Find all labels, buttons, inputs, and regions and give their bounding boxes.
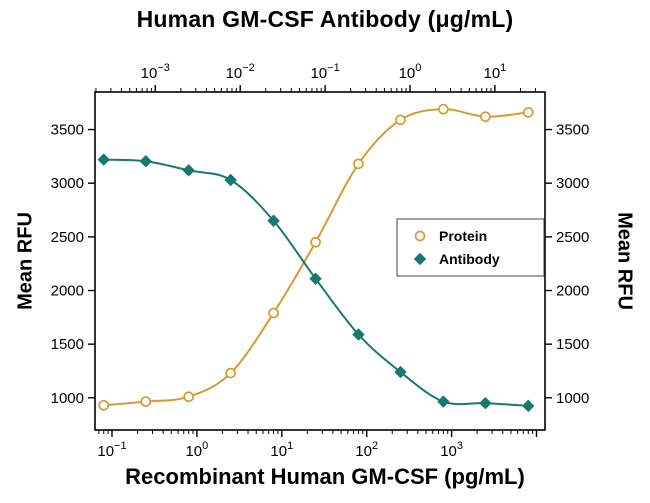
antibody-data-point	[479, 396, 492, 410]
bottom-axis-tick-label: 103	[440, 440, 463, 460]
protein-data-point	[438, 103, 449, 115]
bottom-axis-tick-label: 101	[270, 440, 293, 460]
left-axis-tick-label: 1000	[51, 390, 84, 407]
legend-label-protein: Protein	[439, 228, 487, 244]
right-axis-tick-label: 1500	[556, 336, 589, 353]
protein-data-point	[310, 236, 321, 248]
right-axis-tick-label: 1000	[556, 390, 589, 407]
top-axis-tick-label: 10−1	[310, 62, 339, 82]
top-axis-tick-label: 10−2	[226, 62, 255, 82]
protein-data-point	[98, 399, 110, 411]
protein-data-point	[353, 158, 364, 170]
left-axis-tick-label: 2000	[51, 283, 84, 300]
top-axis-tick-label: 10−3	[141, 62, 170, 82]
protein-data-point	[183, 391, 195, 403]
bottom-axis-tick-label: 10−1	[97, 440, 126, 460]
top-axis-title: Human GM-CSF Antibody (μg/mL)	[136, 6, 514, 32]
bottom-axis-tick-label: 100	[185, 440, 208, 460]
protein-data-point	[140, 396, 152, 407]
right-axis-tick-label: 3500	[556, 122, 589, 139]
bottom-axis-tick-label: 102	[355, 440, 378, 460]
protein-data-point	[225, 367, 237, 379]
left-axis-tick-label: 3500	[51, 122, 84, 139]
legend-label-antibody: Antibody	[439, 251, 500, 267]
protein-data-point	[395, 114, 406, 126]
legend-box	[396, 218, 545, 277]
right-axis-tick-label: 2500	[556, 229, 589, 246]
right-axis-tick-label: 2000	[556, 283, 589, 300]
antibody-data-point	[267, 214, 280, 227]
top-axis-tick-label: 101	[483, 62, 506, 82]
antibody-data-point	[139, 155, 152, 168]
protein-data-point	[268, 307, 279, 319]
antibody-data-point	[182, 164, 195, 177]
left-axis-tick-label: 2500	[51, 229, 84, 246]
antibody-data-point	[224, 173, 237, 187]
antibody-data-point	[394, 365, 407, 379]
top-axis-tick-label: 100	[399, 62, 422, 82]
legend-antibody-marker-icon	[413, 252, 427, 266]
legend-protein-marker-icon	[414, 230, 426, 242]
right-axis-tick-label: 3000	[556, 175, 589, 192]
protein-data-point	[522, 107, 534, 118]
plot-frame	[94, 91, 546, 431]
antibody-data-point	[522, 399, 535, 413]
antibody-data-point	[437, 395, 450, 408]
left-axis-tick-label: 1500	[51, 336, 84, 353]
left-axis-tick-label: 3000	[51, 175, 84, 192]
protein-data-point	[480, 111, 491, 123]
antibody-data-point	[309, 272, 322, 285]
antibody-data-point	[352, 328, 365, 341]
x-axis-label-bottom: Recombinant Human GM-CSF (pg/mL)	[125, 464, 525, 489]
antibody-data-point	[97, 153, 110, 166]
